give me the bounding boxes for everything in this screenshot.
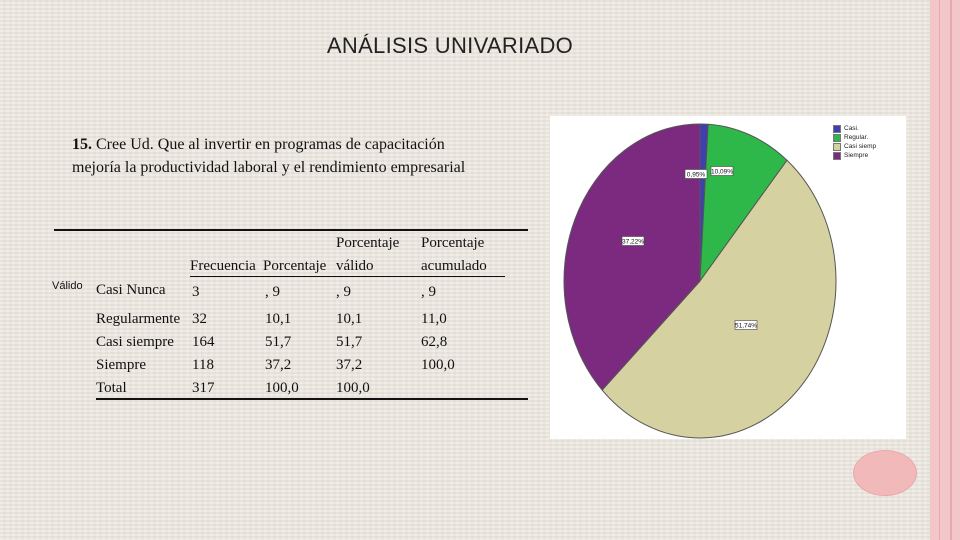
cell-frecuencia: 317 <box>192 380 215 396</box>
legend-swatch <box>833 133 841 142</box>
table-bottom-rule <box>96 398 528 400</box>
row-group-label: Válido <box>52 280 83 292</box>
legend-label: Casi siemp <box>844 143 877 150</box>
question-body: Cree Ud. Que al invertir en programas de… <box>72 136 466 176</box>
slide-title: ANÁLISIS UNIVARIADO <box>326 33 574 58</box>
cell-acumulado: 100,0 <box>421 357 455 373</box>
row-label: Siempre <box>96 357 146 373</box>
header-porcentaje-acumulado-2: acumulado <box>421 258 487 274</box>
svg-text:37,22%: 37,22% <box>622 239 644 246</box>
slice-label: 0,95% <box>684 169 708 179</box>
header-porcentaje-valido-2: válido <box>336 258 374 274</box>
cell-frecuencia: 164 <box>192 334 215 350</box>
legend-swatch <box>833 142 841 151</box>
cell-valido: 100,0 <box>336 380 370 396</box>
header-porcentaje: Porcentaje <box>263 258 327 274</box>
slice-label: 51,74% <box>734 320 758 330</box>
pie-slice-3 <box>563 123 701 391</box>
cell-frecuencia: 32 <box>192 311 207 327</box>
question-number: 15. <box>72 136 92 153</box>
row-label: Casi siempre <box>96 334 174 350</box>
legend-item: Regular. <box>833 133 876 142</box>
row-label: Casi Nunca <box>96 282 166 298</box>
legend-label: Siempre <box>844 152 869 159</box>
table-header-rule <box>190 276 505 277</box>
right-decorative-border <box>930 0 960 540</box>
cell-porcentaje: 37,2 <box>265 357 292 373</box>
legend-item: Casi. <box>833 124 876 133</box>
cell-porcentaje: , 9 <box>265 284 280 300</box>
row-label: Total <box>96 380 127 396</box>
legend-item: Siempre <box>833 151 876 160</box>
pie-slice-1 <box>699 123 788 283</box>
cell-frecuencia: 118 <box>192 357 214 373</box>
header-porcentaje-valido-1: Porcentaje <box>336 235 400 251</box>
cell-porcentaje: 10,1 <box>265 311 292 327</box>
table-top-rule <box>54 229 528 231</box>
legend-item: Casi siemp <box>833 142 876 151</box>
cell-acumulado: 62,8 <box>421 334 448 350</box>
chart-legend: Casi. Regular. Casi siemp Siempre <box>833 124 876 160</box>
cell-frecuencia: 3 <box>192 284 200 300</box>
pie-slice-2 <box>601 159 837 439</box>
cell-valido: , 9 <box>336 284 351 300</box>
cell-porcentaje: 100,0 <box>265 380 299 396</box>
pie-chart: 0,95% 10,09% 51,74% 37,22% <box>563 123 837 439</box>
cell-porcentaje: 51,7 <box>265 334 292 350</box>
legend-label: Casi. <box>844 125 859 132</box>
decorative-dot <box>853 450 917 496</box>
slice-label: 10,09% <box>710 166 734 176</box>
cell-valido: 51,7 <box>336 334 363 350</box>
border-line <box>950 0 952 540</box>
cell-valido: 37,2 <box>336 357 363 373</box>
svg-text:10,09%: 10,09% <box>711 169 733 176</box>
cell-valido: 10,1 <box>336 311 363 327</box>
svg-text:51,74%: 51,74% <box>735 323 757 330</box>
header-frecuencia: Frecuencia <box>190 258 256 274</box>
cell-acumulado: , 9 <box>421 284 436 300</box>
pie-chart-panel: 0,95% 10,09% 51,74% 37,22% Casi. Regular. C… <box>550 116 906 439</box>
cell-acumulado: 11,0 <box>421 311 447 327</box>
legend-swatch <box>833 151 841 160</box>
header-porcentaje-acumulado-1: Porcentaje <box>421 235 485 251</box>
legend-label: Regular. <box>844 134 869 141</box>
row-label: Regularmente <box>96 311 181 327</box>
svg-text:0,95%: 0,95% <box>687 172 706 179</box>
legend-swatch <box>833 124 841 133</box>
question-text: 15. Cree Ud. Que al invertir en programa… <box>72 133 472 179</box>
slice-label: 37,22% <box>621 236 645 246</box>
border-line <box>939 0 940 540</box>
